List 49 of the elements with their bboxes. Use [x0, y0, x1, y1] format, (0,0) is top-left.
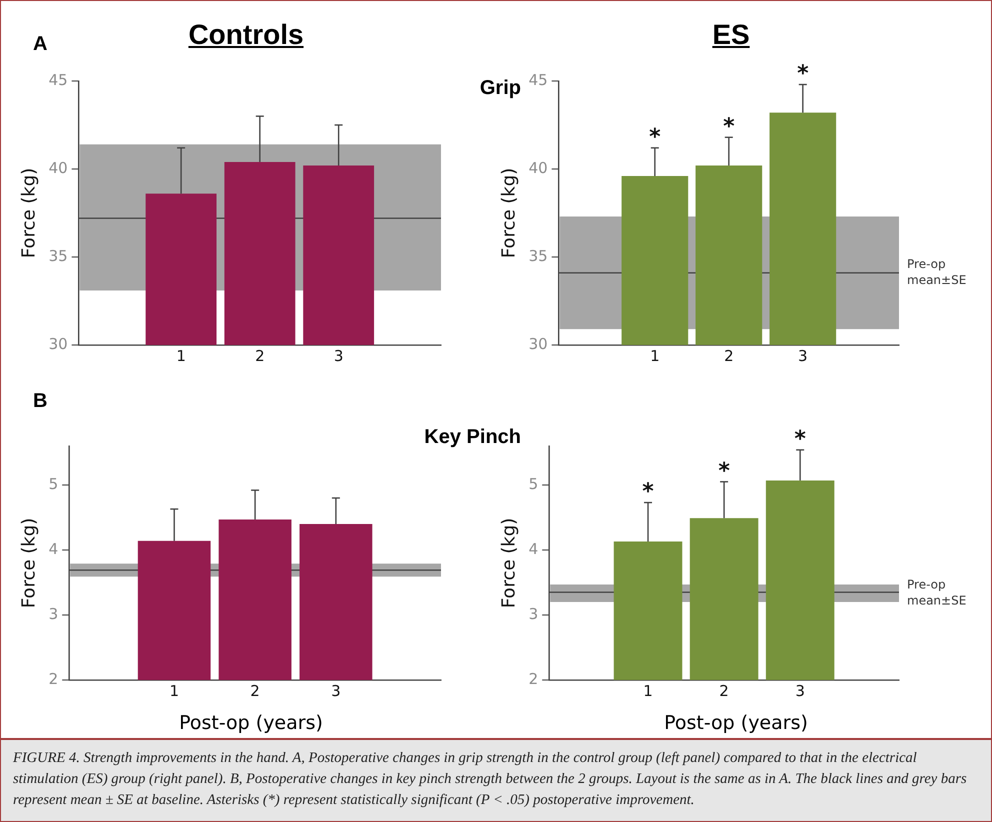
y-tick-label: 35: [48, 246, 68, 265]
y-tick-label: 4: [528, 540, 538, 558]
y-tick-label: 4: [48, 540, 58, 558]
y-tick-label: 2: [528, 670, 538, 688]
y-tick-label: 3: [48, 604, 58, 623]
y-tick-label: 35: [528, 246, 548, 265]
annotation: *: [718, 458, 730, 484]
y-tick-label: 45: [528, 70, 548, 89]
annotation: *: [794, 426, 806, 452]
y-tick-label: 2: [48, 670, 58, 688]
annotation: Key Pinch: [424, 426, 521, 449]
chart-title: Controls: [187, 19, 305, 51]
y-tick-label: 30: [48, 334, 68, 353]
y-axis-title: Force (kg): [498, 518, 520, 608]
x-tick-label: 3: [798, 346, 808, 365]
y-axis-title: Force (kg): [18, 168, 40, 258]
x-tick-label: 2: [719, 682, 729, 700]
x-tick-label: 2: [250, 682, 260, 700]
y-tick-label: 5: [48, 474, 58, 493]
y-tick-label: 5: [528, 474, 538, 493]
x-tick-label: 3: [795, 682, 805, 700]
chart-title: ES: [711, 19, 751, 51]
annotation: *: [797, 62, 810, 87]
x-tick-label: 2: [724, 346, 734, 365]
y-tick-label: 3: [528, 604, 538, 623]
text: A: [33, 33, 48, 56]
x-tick-label: 3: [334, 346, 344, 365]
x-tick-label: 1: [650, 346, 660, 365]
x-tick-label: 2: [255, 346, 265, 365]
y-tick-label: 45: [48, 70, 68, 89]
band-label: Pre-op mean±SE: [907, 577, 966, 608]
x-tick-label: 1: [176, 346, 186, 365]
y-tick-label: 40: [528, 158, 548, 177]
x-tick-label: 3: [331, 682, 341, 700]
annotation: *: [723, 114, 736, 140]
x-axis-title: Post-op (years): [178, 712, 324, 734]
annotation: *: [642, 480, 654, 505]
annotation: *: [649, 124, 662, 150]
x-axis-title: Post-op (years): [663, 712, 809, 734]
x-tick-label: 1: [643, 682, 653, 700]
caption: FIGURE 4. Strength improvements in the hand. A, Postoperative changes in grip strength in the control group (left panel) compared to that in the electrical stimulation (ES) group (right panel). B, Postoperative changes in key pinch strength between the 2 groups. Layout is the same as in A. The black lines and grey bars represent mean ± SE at baseline. Asterisks (*) represent statistically significant (P < .05) postoperative improvement.: [13, 749, 968, 810]
text: B: [33, 390, 48, 413]
x-tick-label: 1: [169, 682, 180, 700]
band-label: Pre-op mean±SE: [907, 256, 966, 287]
text: Grip: [480, 77, 521, 100]
y-axis-title: Force (kg): [18, 518, 40, 608]
y-axis-title: Force (kg): [498, 168, 520, 258]
y-tick-label: 40: [48, 158, 68, 177]
y-tick-label: 30: [528, 334, 548, 353]
